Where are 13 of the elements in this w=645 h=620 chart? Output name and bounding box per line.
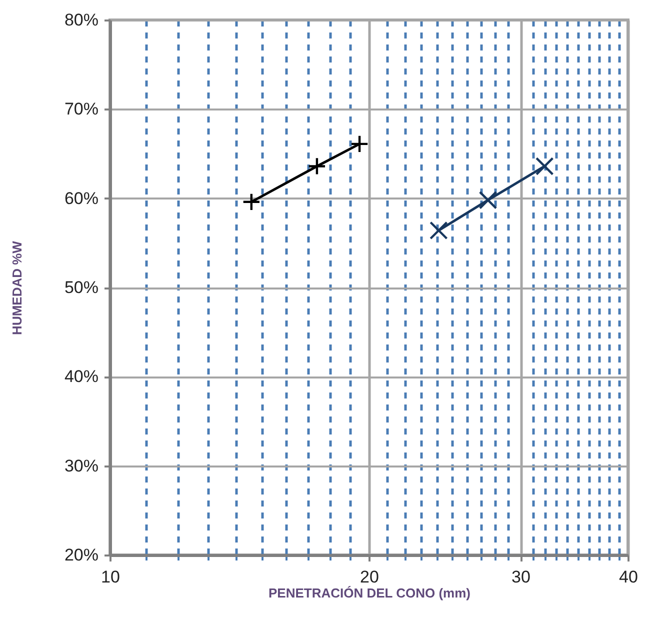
y-tick-label: 30% — [64, 456, 98, 476]
y-tick-label: 70% — [64, 100, 98, 119]
x-tick-label: 40 — [619, 568, 638, 586]
x-axis-title: PENETRACIÓN DEL CONO (mm) — [268, 586, 470, 600]
y-axis-title: HUMEDAD %W — [9, 240, 24, 335]
x-tick-label: 30 — [512, 568, 530, 586]
y-tick-label: 60% — [64, 188, 98, 208]
x-tick-label: 10 — [101, 568, 120, 586]
y-tick-label: 20% — [64, 546, 98, 564]
y-tick-label: 80% — [64, 10, 98, 30]
x-tick-label: 20 — [360, 568, 379, 586]
y-tick-label: 50% — [64, 278, 98, 297]
y-tick-label: 40% — [64, 367, 98, 386]
